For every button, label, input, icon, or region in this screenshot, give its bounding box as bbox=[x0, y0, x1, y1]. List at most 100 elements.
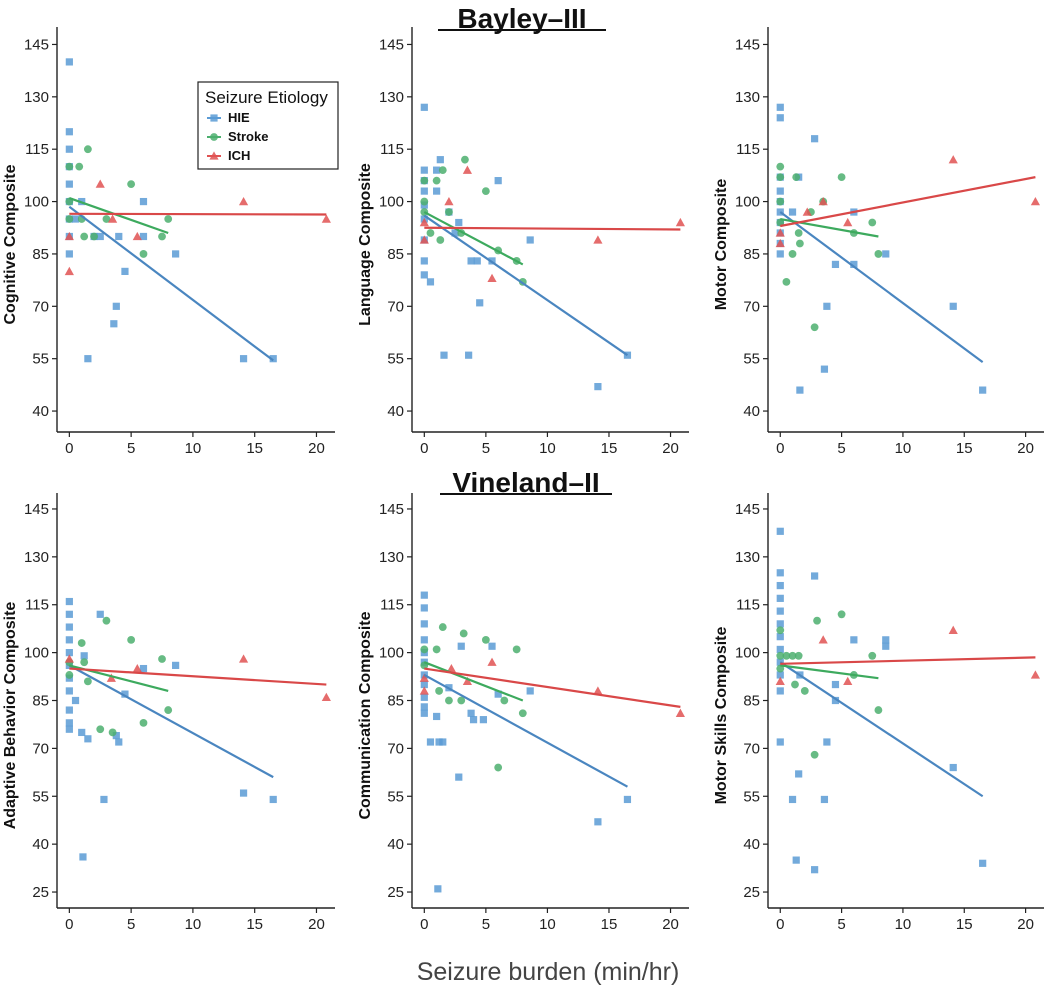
point-hie bbox=[594, 383, 602, 391]
point-hie bbox=[882, 250, 890, 258]
fit-line-hie bbox=[68, 205, 274, 362]
point-stroke bbox=[75, 162, 84, 171]
x-tick-label: 0 bbox=[65, 916, 73, 933]
point-ich bbox=[593, 235, 603, 244]
point-hie bbox=[776, 620, 784, 628]
x-tick-label: 20 bbox=[1017, 440, 1034, 457]
y-tick-label: 130 bbox=[24, 549, 49, 566]
point-hie bbox=[823, 738, 831, 746]
point-ich bbox=[487, 657, 497, 666]
point-hie bbox=[79, 853, 87, 861]
point-stroke bbox=[102, 215, 111, 223]
point-ich bbox=[446, 663, 456, 673]
y-tick-label: 70 bbox=[32, 298, 49, 315]
point-hie bbox=[420, 709, 428, 717]
point-stroke bbox=[782, 651, 791, 660]
point-ich bbox=[106, 673, 116, 682]
point-stroke bbox=[512, 645, 521, 654]
series-stroke-points bbox=[420, 623, 527, 772]
point-ich bbox=[818, 196, 828, 206]
fit-line-ich bbox=[424, 667, 681, 708]
series-ich-points bbox=[775, 625, 1041, 686]
point-hie bbox=[494, 690, 502, 698]
point-ich bbox=[843, 676, 853, 686]
point-hie bbox=[435, 738, 443, 746]
y-tick-label: 130 bbox=[379, 89, 404, 106]
series-hie-points bbox=[420, 103, 632, 391]
y-tick-label: 145 bbox=[24, 36, 49, 53]
point-stroke bbox=[494, 763, 503, 772]
point-hie bbox=[420, 271, 428, 279]
point-hie bbox=[172, 661, 180, 669]
y-tick-label: 25 bbox=[32, 884, 49, 901]
series-hie-points bbox=[420, 591, 632, 893]
point-hie bbox=[115, 738, 123, 746]
point-hie bbox=[65, 623, 73, 631]
point-ich bbox=[593, 686, 603, 695]
point-stroke bbox=[65, 162, 74, 171]
point-stroke bbox=[518, 709, 527, 718]
legend-marker-stroke bbox=[210, 133, 218, 141]
point-stroke bbox=[83, 677, 92, 686]
fit-line-hie bbox=[423, 214, 629, 357]
point-stroke bbox=[435, 687, 443, 695]
point-hie bbox=[65, 250, 73, 258]
point-hie bbox=[433, 187, 441, 195]
point-hie bbox=[776, 607, 784, 615]
point-hie bbox=[811, 135, 819, 143]
y-tick-label: 40 bbox=[387, 836, 404, 853]
point-ich bbox=[238, 654, 249, 663]
point-stroke bbox=[776, 197, 785, 206]
point-hie bbox=[594, 818, 602, 826]
point-ich bbox=[675, 708, 685, 717]
point-ich bbox=[95, 179, 105, 188]
point-hie bbox=[882, 642, 890, 650]
point-stroke bbox=[80, 658, 89, 667]
point-hie bbox=[420, 693, 428, 701]
fit-line-hie bbox=[779, 661, 984, 798]
point-hie bbox=[469, 716, 478, 724]
point-stroke bbox=[420, 176, 429, 185]
y-tick-label: 130 bbox=[379, 549, 404, 566]
y-tick-label: 40 bbox=[387, 403, 404, 420]
point-stroke bbox=[481, 635, 490, 644]
point-hie bbox=[776, 187, 784, 195]
point-ich bbox=[1030, 670, 1041, 679]
point-hie bbox=[84, 355, 92, 363]
series-stroke-points bbox=[776, 610, 883, 759]
point-stroke bbox=[139, 718, 148, 727]
y-tick-label: 55 bbox=[32, 788, 49, 805]
point-hie bbox=[71, 215, 80, 223]
point-stroke bbox=[438, 166, 447, 175]
point-hie bbox=[979, 386, 987, 394]
point-hie bbox=[776, 671, 784, 679]
x-tick-label: 15 bbox=[601, 440, 618, 457]
y-tick-label: 85 bbox=[32, 693, 49, 710]
point-hie bbox=[239, 789, 248, 797]
point-ich bbox=[321, 214, 331, 223]
legend-marker-ich bbox=[209, 151, 219, 160]
point-hie bbox=[479, 716, 488, 724]
y-tick-label: 40 bbox=[743, 403, 760, 420]
legend-label-stroke: Stroke bbox=[228, 129, 268, 144]
point-hie bbox=[882, 636, 890, 644]
point-hie bbox=[439, 738, 447, 746]
x-tick-label: 5 bbox=[127, 916, 135, 933]
point-hie bbox=[65, 58, 73, 66]
y-tick-label: 130 bbox=[735, 89, 760, 106]
y-tick-label: 85 bbox=[387, 693, 404, 710]
point-hie bbox=[110, 320, 118, 328]
x-tick-label: 15 bbox=[601, 916, 618, 933]
point-stroke bbox=[158, 655, 166, 663]
panel-communication-composite: 25 40 55 70 85 100 115 130 145 0 5 10 15 20 Communicat… bbox=[357, 493, 689, 933]
y-tick-label: 55 bbox=[32, 351, 49, 368]
y-axis-label: Language Composite bbox=[357, 163, 374, 326]
point-stroke bbox=[792, 173, 801, 182]
point-stroke bbox=[810, 323, 819, 332]
point-hie bbox=[776, 687, 784, 695]
point-hie bbox=[420, 257, 428, 265]
point-ich bbox=[948, 155, 958, 164]
point-hie bbox=[112, 302, 120, 310]
y-tick-label: 55 bbox=[743, 351, 760, 368]
